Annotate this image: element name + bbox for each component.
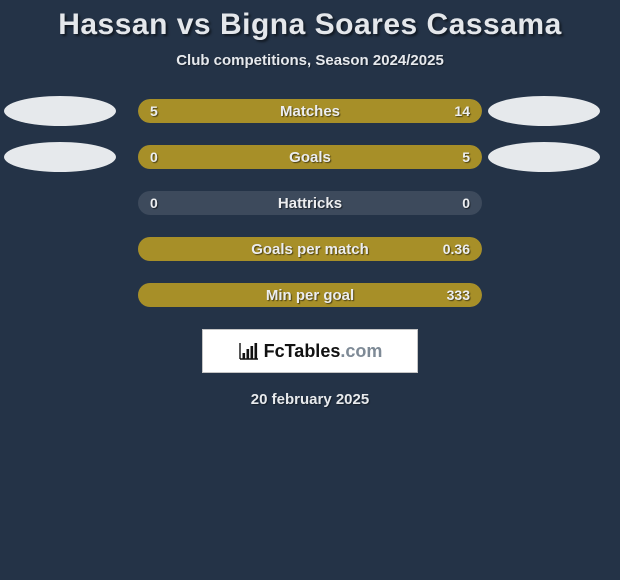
bar-fill-right xyxy=(138,283,482,307)
date-label: 20 february 2025 xyxy=(0,391,620,408)
stat-value-right: 0 xyxy=(462,191,470,215)
stat-row: 333Min per goal xyxy=(0,283,620,307)
stat-bar: 05Goals xyxy=(138,145,482,169)
logo-domain: .com xyxy=(340,341,382,361)
page-subtitle: Club competitions, Season 2024/2025 xyxy=(0,52,620,69)
stat-bar: 514Matches xyxy=(138,99,482,123)
stat-label: Hattricks xyxy=(138,191,482,215)
player-badge-right xyxy=(488,142,600,172)
stat-value-left: 0 xyxy=(150,191,158,215)
player-badge-left xyxy=(4,96,116,126)
stat-bar: 0 0Hattricks xyxy=(138,191,482,215)
player-badge-left xyxy=(4,142,116,172)
bar-fill-right xyxy=(228,99,482,123)
bar-chart-icon xyxy=(238,341,260,361)
stat-bar: 0.36Goals per match xyxy=(138,237,482,261)
bar-fill-right xyxy=(138,237,482,261)
stat-rows: 514Matches 05Goals 0 0Hattricks 0.36Goals pe… xyxy=(0,99,620,307)
stat-bar: 333Min per goal xyxy=(138,283,482,307)
bar-fill-right xyxy=(138,145,482,169)
stat-row: 514Matches xyxy=(0,99,620,123)
player-badge-right xyxy=(488,96,600,126)
stat-row: 0.36Goals per match xyxy=(0,237,620,261)
logo-box: FcTables.com xyxy=(202,329,418,373)
bar-fill-left xyxy=(138,99,228,123)
stat-row: 05Goals xyxy=(0,145,620,169)
logo: FcTables.com xyxy=(238,341,383,362)
comparison-infographic: Hassan vs Bigna Soares Cassama Club comp… xyxy=(0,0,620,408)
stat-row: 0 0Hattricks xyxy=(0,191,620,215)
logo-text: FcTables.com xyxy=(264,341,383,362)
logo-name: FcTables xyxy=(264,341,341,361)
page-title: Hassan vs Bigna Soares Cassama xyxy=(0,8,620,42)
